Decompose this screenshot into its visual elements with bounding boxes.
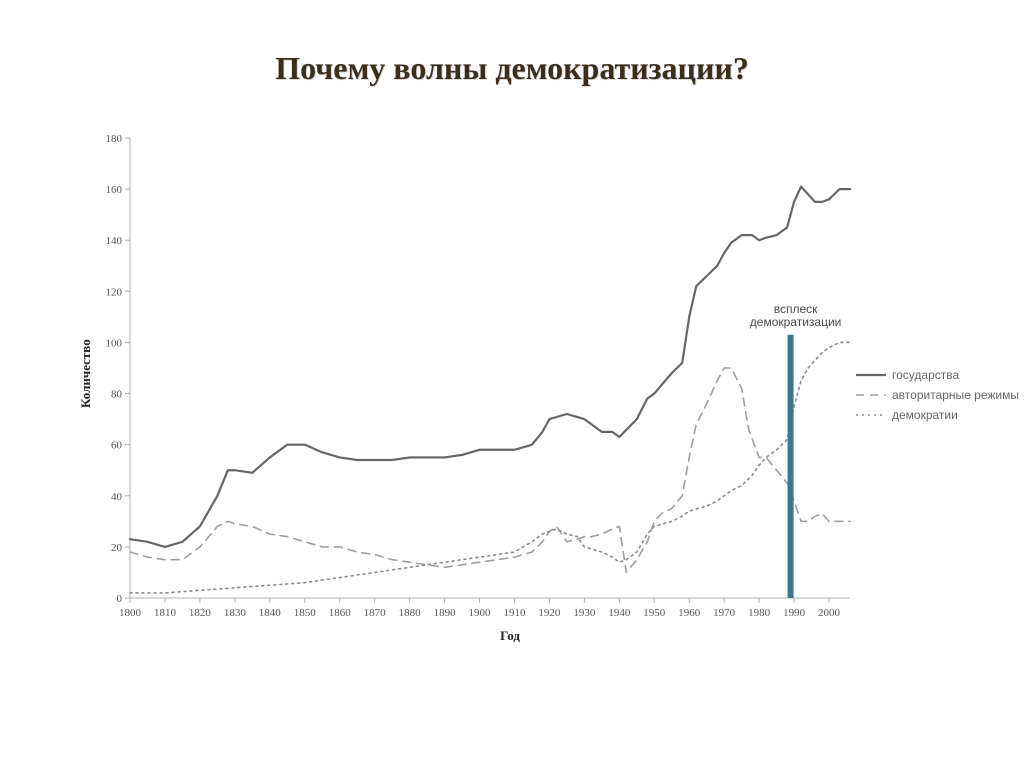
slide-title: Почему волны демократизации? (0, 50, 1024, 87)
svg-text:1840: 1840 (259, 607, 282, 619)
svg-text:1930: 1930 (573, 607, 596, 619)
svg-text:1800: 1800 (119, 607, 142, 619)
legend-swatch-icon (856, 388, 886, 402)
svg-text:1820: 1820 (189, 607, 212, 619)
chart-legend: государства авторитарные режимы демократии (856, 368, 1019, 428)
annotation-label: всплеск демократизации (736, 303, 856, 329)
svg-text:1830: 1830 (224, 607, 247, 619)
svg-text:100: 100 (106, 337, 123, 349)
svg-text:1970: 1970 (713, 607, 736, 619)
svg-text:1810: 1810 (154, 607, 177, 619)
legend-label: демократии (892, 408, 958, 422)
svg-text:20: 20 (111, 542, 123, 554)
svg-text:1860: 1860 (329, 607, 352, 619)
svg-text:140: 140 (106, 235, 123, 247)
y-axis-label: Количество (78, 339, 94, 408)
slide: Почему волны демократизации? Количество … (0, 0, 1024, 768)
svg-text:60: 60 (111, 440, 123, 452)
svg-text:1920: 1920 (538, 607, 561, 619)
svg-text:120: 120 (106, 286, 123, 298)
svg-text:1850: 1850 (294, 607, 317, 619)
legend-label: государства (892, 368, 959, 382)
svg-text:1890: 1890 (434, 607, 457, 619)
svg-text:1950: 1950 (643, 607, 666, 619)
svg-text:180: 180 (106, 133, 123, 145)
svg-text:160: 160 (106, 184, 123, 196)
legend-item-states: государства (856, 368, 1019, 382)
legend-label: авторитарные режимы (892, 388, 1019, 402)
svg-text:0: 0 (117, 593, 123, 605)
svg-text:80: 80 (111, 389, 123, 401)
svg-text:2000: 2000 (818, 607, 841, 619)
svg-text:1980: 1980 (748, 607, 771, 619)
svg-text:1940: 1940 (608, 607, 631, 619)
svg-text:1990: 1990 (783, 607, 806, 619)
legend-swatch-icon (856, 408, 886, 422)
svg-text:1880: 1880 (399, 607, 422, 619)
legend-item-authoritarian: авторитарные режимы (856, 388, 1019, 402)
chart-container: Количество 0 20 40 60 80 100 120 140 160 180 1800 1… (70, 128, 950, 648)
line-chart: 0 20 40 60 80 100 120 140 160 180 1800 1810 1820 1830… (70, 128, 950, 648)
annotation-line1: всплеск (774, 302, 818, 316)
legend-swatch-icon (856, 368, 886, 382)
legend-item-democracies: демократии (856, 408, 1019, 422)
svg-text:40: 40 (111, 491, 123, 503)
series-democracies (130, 342, 850, 592)
x-axis-label: Год (70, 628, 950, 644)
svg-text:1900: 1900 (469, 607, 492, 619)
annotation-line2: демократизации (750, 315, 842, 329)
annotation-bar (788, 335, 794, 598)
svg-text:1870: 1870 (364, 607, 387, 619)
svg-text:1960: 1960 (678, 607, 701, 619)
svg-text:1910: 1910 (503, 607, 526, 619)
series-states (130, 187, 850, 547)
